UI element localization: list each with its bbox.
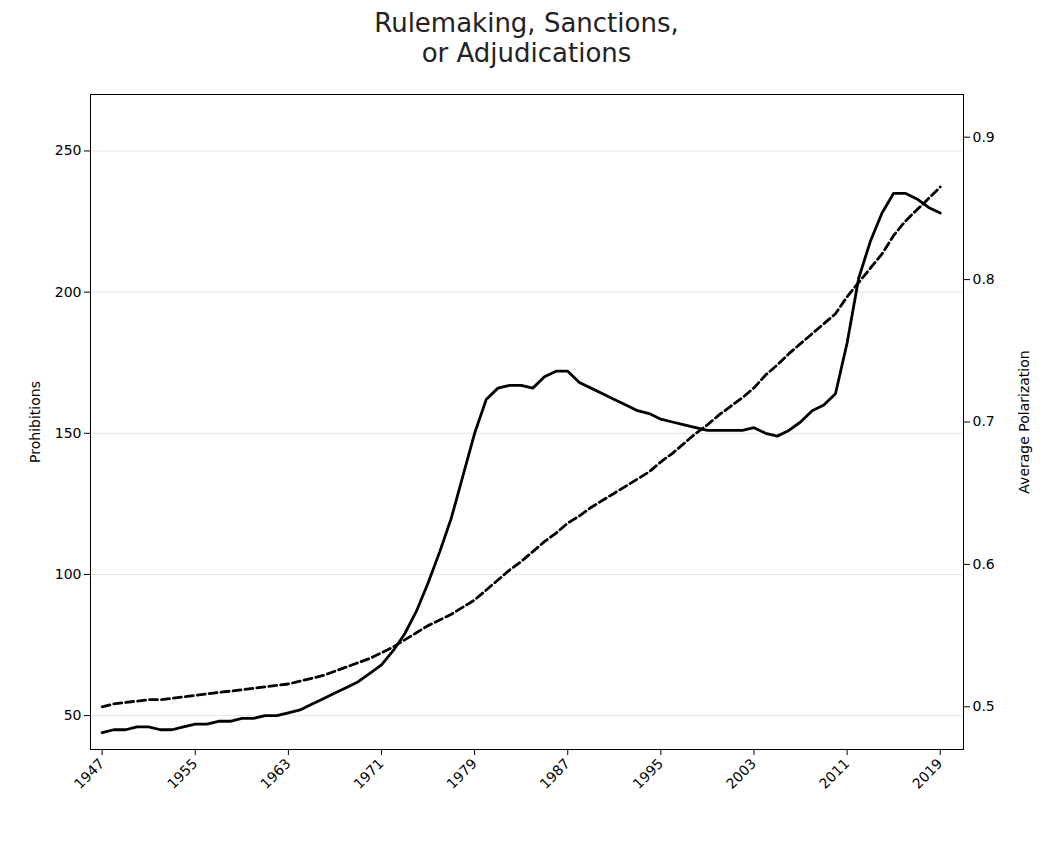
svg-text:1979: 1979 [443,755,480,792]
svg-text:1947: 1947 [71,755,108,792]
svg-text:Average Polarization: Average Polarization [1016,350,1032,493]
svg-text:1995: 1995 [630,755,667,792]
svg-text:2003: 2003 [723,755,760,792]
svg-text:1987: 1987 [537,755,574,792]
svg-text:100: 100 [55,566,82,582]
html-text:Rulemaking, Sanctions, or Adju: Rulemaking, Sanctions, or Adjudications [374,8,679,68]
svg-text:1955: 1955 [164,755,201,792]
svg-text:1971: 1971 [350,755,387,792]
svg-text:150: 150 [55,425,82,441]
svg-text:0.5: 0.5 [973,698,995,714]
svg-text:Prohibitions: Prohibitions [27,381,43,463]
svg-text:2011: 2011 [816,755,853,792]
svg-text:250: 250 [55,142,82,158]
svg-text:0.8: 0.8 [973,271,995,287]
svg-text:1963: 1963 [257,755,294,792]
svg-text:200: 200 [55,284,82,300]
svg-text:0.9: 0.9 [973,129,995,145]
svg-text:2019: 2019 [909,755,946,792]
svg-text:0.7: 0.7 [973,413,995,429]
svg-text:50: 50 [64,707,82,723]
svg-text:0.6: 0.6 [973,556,995,572]
